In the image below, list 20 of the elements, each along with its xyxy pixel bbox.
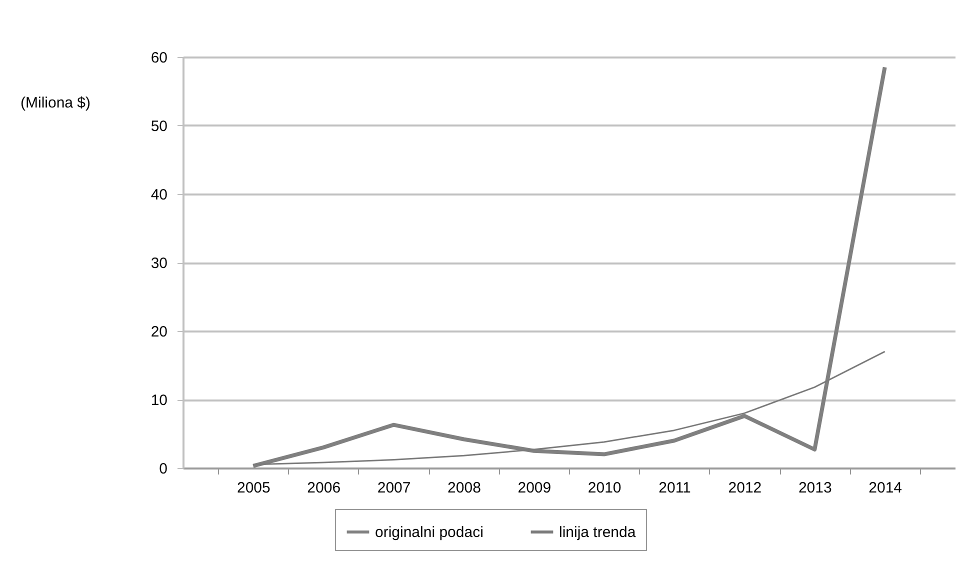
y-tick-label: 40 (150, 186, 168, 204)
x-tick-label: 2013 (798, 480, 832, 496)
y-tick-label: 50 (150, 118, 168, 135)
x-tick-label: 2011 (658, 480, 691, 496)
y-tick-label: 60 (150, 50, 168, 66)
y-tick-label: 30 (150, 255, 168, 272)
x-tick-label: 2005 (236, 480, 270, 496)
x-tick-label: 2010 (588, 480, 622, 496)
x-tick-label: 2007 (377, 480, 411, 496)
x-tick-label: 2006 (307, 480, 341, 496)
legend-label: linija trenda (559, 524, 636, 541)
x-tick-label: 2012 (728, 480, 762, 496)
x-tick-label: 2008 (448, 480, 481, 496)
x-tick-label: 2009 (518, 480, 552, 496)
y-axis-title: (Miliona $) (20, 94, 91, 112)
x-tick-label: 2014 (868, 480, 902, 496)
legend-label: originalni podaci (375, 524, 484, 541)
y-tick-label: 20 (150, 324, 168, 340)
y-tick-label: 10 (150, 392, 168, 409)
y-tick-label: 0 (159, 460, 168, 478)
